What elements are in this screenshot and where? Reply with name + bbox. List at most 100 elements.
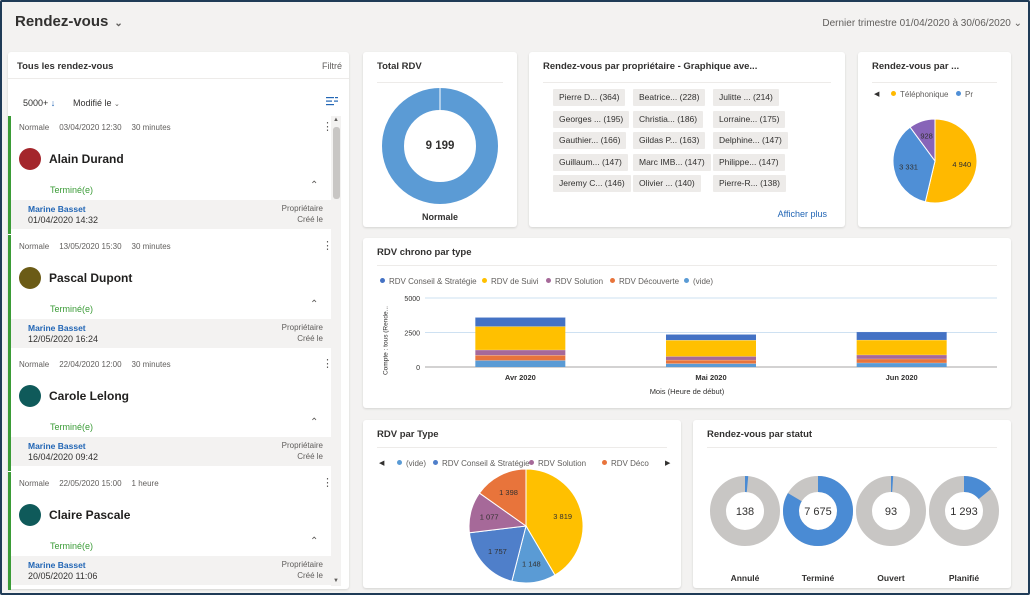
bar-segment[interactable] <box>666 356 756 360</box>
bar-segment[interactable] <box>475 360 566 367</box>
owner-chip[interactable]: Gauthier... (166) <box>553 132 627 149</box>
slice-label: 3 819 <box>553 512 572 521</box>
list-item[interactable]: Normale 13/05/2020 15:30 30 minutes ⋮ Pasc… <box>8 234 346 353</box>
status-label: Annulé <box>730 573 760 583</box>
status-donut[interactable]: 93 <box>856 476 926 546</box>
pie-slice[interactable] <box>892 126 936 203</box>
status-text: Terminé(e) <box>50 185 94 195</box>
owner-chip[interactable]: Beatrice... (228) <box>633 89 706 106</box>
status-donut[interactable]: 1 293 <box>929 476 999 546</box>
legend-prev-icon[interactable]: ◀ <box>379 460 385 467</box>
owner-chip[interactable]: Philippe... (147) <box>713 153 785 171</box>
canal-pie-chart[interactable]: 4 940 3 331 928 <box>890 116 980 206</box>
owner-chip[interactable]: Julitte ... (214) <box>713 89 779 106</box>
legend-item[interactable]: (vide) <box>397 459 426 468</box>
pie-slice[interactable] <box>924 118 978 204</box>
record-name[interactable]: Carole Lelong <box>49 389 130 403</box>
owner-chip[interactable]: Christia... (186) <box>633 110 704 128</box>
scroll-up-icon[interactable]: ▲ <box>333 117 339 123</box>
owner-chip[interactable]: Guillaum... (147) <box>553 153 628 171</box>
sort-selector[interactable]: Modifié le ⌄ <box>73 98 120 108</box>
legend-item[interactable]: RDV Conseil & Stratégie <box>380 277 477 286</box>
bar-segment[interactable] <box>666 359 756 364</box>
owner-chip[interactable]: Georges ... (195) <box>553 110 630 128</box>
more-options-icon[interactable]: ⋮ <box>322 121 333 133</box>
list-scrollbar[interactable] <box>331 116 341 586</box>
legend-prev-icon[interactable]: ◀ <box>874 91 880 98</box>
legend-item[interactable]: RDV de Suivi <box>482 277 539 286</box>
bar-segment[interactable] <box>856 362 947 367</box>
record-meta: Normale 03/04/2020 12:30 30 minutes <box>19 123 181 132</box>
pie-slice[interactable] <box>525 468 584 576</box>
owner-chip[interactable]: Pierre D... (364) <box>553 89 626 106</box>
owner-chip[interactable]: Olivier ... (140) <box>633 175 701 192</box>
legend-item[interactable]: Téléphonique <box>891 90 948 99</box>
more-options-icon[interactable]: ⋮ <box>322 476 333 489</box>
show-more-link[interactable]: Afficher plus <box>777 209 827 219</box>
divider <box>872 82 997 83</box>
bar-segment[interactable] <box>475 349 566 356</box>
status-donut[interactable]: 138 <box>710 476 780 546</box>
legend-item[interactable]: Pr <box>956 90 973 99</box>
record-name[interactable]: Pascal Dupont <box>49 270 133 285</box>
bar-segment[interactable] <box>856 339 947 355</box>
list-item[interactable]: Normale 22/05/2020 15:00 1 heure ⋮ Claire … <box>8 471 346 590</box>
owner-chip[interactable]: Delphine... (147) <box>713 132 788 149</box>
owner-link[interactable]: Marine Basset <box>28 322 86 333</box>
x-tick-label: Jun 2020 <box>886 373 918 382</box>
bar-segment[interactable] <box>666 363 756 367</box>
more-options-icon[interactable]: ⋮ <box>322 358 333 370</box>
sort-arrow-icon[interactable]: ↓ <box>50 98 56 108</box>
chevron-up-icon[interactable]: ⌃ <box>310 535 319 547</box>
bar-segment[interactable] <box>666 340 756 357</box>
page-header: Rendez-vous ⌄ Dernier trimestre 01/04/202… <box>0 0 1030 44</box>
list-settings-icon[interactable] <box>326 96 338 106</box>
legend-item[interactable]: RDV Solution <box>546 277 603 286</box>
bar-segment[interactable] <box>856 358 947 363</box>
owner-chip[interactable]: Jeremy C... (146) <box>553 175 631 192</box>
legend-item[interactable]: (vide) <box>684 277 713 286</box>
legend-swatch <box>956 91 961 96</box>
chrono-bar-chart[interactable]: 0 2500 5000 Avr 2020 Mai 2020 Jun 2020 <box>363 238 1011 408</box>
record-name[interactable]: Alain Durand <box>49 152 124 166</box>
scrollbar-thumb[interactable] <box>333 127 340 199</box>
owner-chip[interactable]: Gildas P... (163) <box>633 132 706 149</box>
status-donut[interactable]: 7 675 <box>783 476 853 546</box>
y-tick-label: 5000 <box>404 296 420 303</box>
chevron-up-icon[interactable]: ⌃ <box>310 180 319 191</box>
more-options-icon[interactable]: ⋮ <box>322 239 333 252</box>
pie-slice[interactable] <box>468 525 527 582</box>
owner-link[interactable]: Marine Basset <box>28 441 86 451</box>
page-title[interactable]: Rendez-vous ⌄ <box>15 13 123 30</box>
owner-link[interactable]: Marine Basset <box>28 559 86 570</box>
period-filter[interactable]: Dernier trimestre 01/04/2020 à 30/06/202… <box>822 18 1022 29</box>
bar-segment[interactable] <box>666 334 756 341</box>
pie-slice[interactable] <box>909 118 936 163</box>
bar-segment[interactable] <box>856 354 947 359</box>
type-pie-chart[interactable]: 3 819 1 148 1 757 1 077 1 398 <box>468 468 584 584</box>
legend-item[interactable]: RDV Solution <box>529 459 586 468</box>
bar-segment[interactable] <box>475 326 566 350</box>
record-name[interactable]: Claire Pascale <box>49 507 131 522</box>
owner-chip[interactable]: Lorraine... (175) <box>713 110 786 128</box>
owner-chip[interactable]: Pierre-R... (138) <box>713 175 786 192</box>
record-meta: Normale 22/04/2020 12:00 30 minutes <box>19 360 181 369</box>
bar-segment[interactable] <box>475 317 566 327</box>
legend-item[interactable]: RDV Découverte <box>610 277 679 286</box>
chevron-up-icon[interactable]: ⌃ <box>310 417 319 428</box>
scroll-down-icon[interactable]: ▼ <box>333 578 339 584</box>
card-title: RDV chrono par type <box>377 247 472 258</box>
owner-link[interactable]: Marine Basset <box>28 204 86 214</box>
start-date: 22/04/2020 12:00 <box>59 360 122 369</box>
bar-segment[interactable] <box>856 331 947 340</box>
chevron-up-icon[interactable]: ⌃ <box>310 298 319 310</box>
bar-segment[interactable] <box>475 355 566 361</box>
list-item[interactable]: Normale 03/04/2020 12:30 30 minutes ⋮ Alai… <box>8 116 346 234</box>
list-item[interactable]: Normale 22/04/2020 12:00 30 minutes ⋮ Caro… <box>8 353 346 471</box>
legend-item[interactable]: RDV Conseil & Stratégie <box>433 459 530 468</box>
total-donut[interactable] <box>380 82 500 207</box>
owner-chip[interactable]: Marc IMB... (147) <box>633 153 711 171</box>
pie-slice[interactable] <box>478 468 527 527</box>
legend-next-icon[interactable]: ▶ <box>665 460 671 467</box>
legend-item[interactable]: RDV Déco <box>602 459 649 468</box>
